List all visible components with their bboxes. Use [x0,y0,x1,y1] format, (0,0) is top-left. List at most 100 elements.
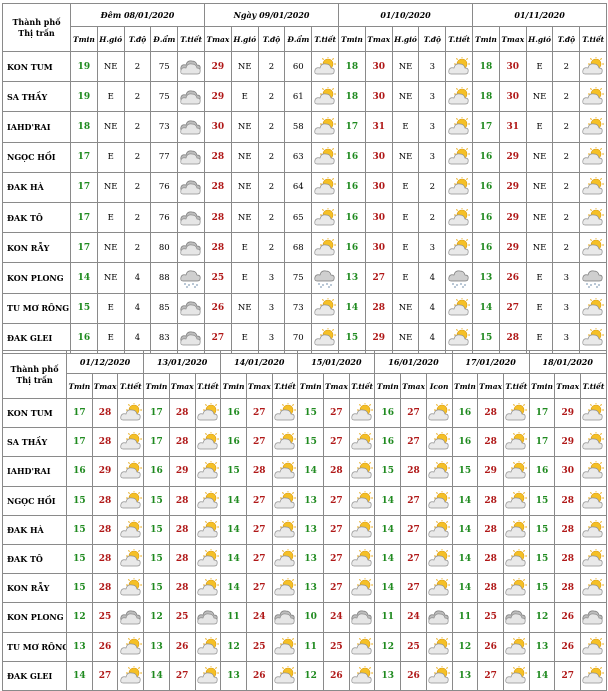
sun-cloud-icon [582,461,605,479]
tmax-value: 28 [477,485,504,516]
tmax-value: 25 [245,631,273,662]
wind-direction: NE [230,201,259,234]
humidity: 65 [284,201,313,234]
city-header-line2: Thị trấn [18,27,55,38]
sun-cloud-icon [582,328,605,346]
sun-cloud-icon [120,636,142,654]
wind-level: 2 [552,201,581,234]
tmin-value: 14 [451,514,479,545]
column-header: Tmax [91,373,119,399]
sun-cloud-icon [428,403,451,421]
wind-direction: E [525,322,554,354]
column-header: Tmax [364,26,393,52]
city-name: IAHD'RAI [2,111,71,143]
tmax-value: 26 [554,631,582,662]
tmax-value: 27 [498,292,527,324]
sun-cloud-icon [314,86,337,105]
humidity: 73 [150,111,179,143]
weather-cell [271,397,299,429]
humidity: 64 [284,171,313,203]
city-name: TU MƠ RÔNG [2,292,71,324]
humidity: 83 [150,322,179,354]
tmax-value: 31 [498,111,527,143]
weather-cell [117,631,145,662]
tmax-value: 25 [168,602,196,633]
tmax-value: 28 [554,485,582,516]
tmax-value: 29 [554,397,582,429]
sun-cloud-icon [197,432,219,450]
tmax-value: 27 [323,573,350,604]
wind-level: 2 [552,141,581,173]
tmax-value: 26 [323,660,350,691]
sun-cloud-icon [120,519,142,538]
weather-cell [580,397,607,429]
column-header: Tmax [400,373,427,399]
tmax-value: 28 [477,543,504,575]
cloudy-icon [180,60,201,74]
weather-cell [425,456,453,487]
column-header: T.độ [418,26,447,52]
date-header: 15/01/2020 [297,350,376,374]
tmax-value: 26 [498,262,527,294]
weather-cell [579,111,608,143]
tmin-value: 14 [220,485,247,516]
tmin-value: 13 [528,631,556,662]
forecast-table-detailed: Thành phố Thị trấn Đêm 08/01/2020 Ngày 09/0… [2,3,608,354]
cloudy-icon [180,211,201,225]
tmin-value: 17 [66,427,93,458]
sun-cloud-icon [274,490,296,509]
tmin-value: 18 [338,50,366,83]
tmin-value: 16 [338,141,366,173]
sun-cloud-icon [314,116,337,135]
weather-cell [502,602,530,633]
weather-cell [194,631,222,662]
wind-level: 2 [123,171,152,203]
column-header: T.tiết [579,26,608,52]
column-header: Tmin [297,373,325,399]
sun-cloud-icon [314,56,337,74]
wind-level: 3 [257,262,286,294]
sun-cloud-icon [448,116,471,135]
sun-cloud-icon [582,549,605,567]
tmax-value: 30 [498,81,527,113]
column-header: Tmin [374,373,402,399]
tmax-value: 27 [400,514,427,545]
tmax-value: 29 [204,50,232,83]
tmin-value: 18 [338,81,366,113]
humidity: 58 [284,111,313,143]
weather-cell [425,397,453,429]
forecast-table-weekly: Thành phố Thị trấn 01/12/2020 13/01/2020 14/… [2,350,607,691]
tmin-value: 13 [374,660,402,691]
sun-cloud-icon [582,403,605,421]
weather-cell [579,322,608,354]
sun-cloud-icon [120,578,142,596]
date-header: 18/01/2020 [528,350,607,374]
tmax-value: 28 [477,573,504,604]
tmin-value: 16 [528,456,556,487]
tmax-value: 25 [204,262,232,294]
tmin-value: 15 [143,573,170,604]
weather-cell [194,397,222,429]
wind-direction: E [525,111,554,143]
tmin-value: 14 [143,660,170,691]
wind-direction: E [96,81,125,113]
weather-cell [502,631,530,662]
tmin-value: 13 [451,660,479,691]
sun-cloud-icon [314,147,337,165]
cloudy-icon [428,610,449,625]
tmin-value: 15 [66,514,93,545]
table-row: KON TUM 17 28 17 28 16 27 15 27 16 27 16 28 17 29 [2,397,607,429]
wind-direction: NE [230,292,259,324]
tmax-value: 30 [204,111,232,143]
tmin-value: 17 [70,232,98,264]
column-header: Tmin [143,373,170,399]
tmax-value: 27 [554,660,582,691]
column-header: T.độ [257,26,286,52]
column-header: T.độ [552,26,581,52]
cloudy-icon [180,90,201,105]
sun-cloud-icon [197,578,219,596]
wind-direction: E [230,262,259,294]
weather-cell [348,573,376,604]
wind-level: 2 [123,232,152,264]
tmax-value: 26 [554,602,582,633]
